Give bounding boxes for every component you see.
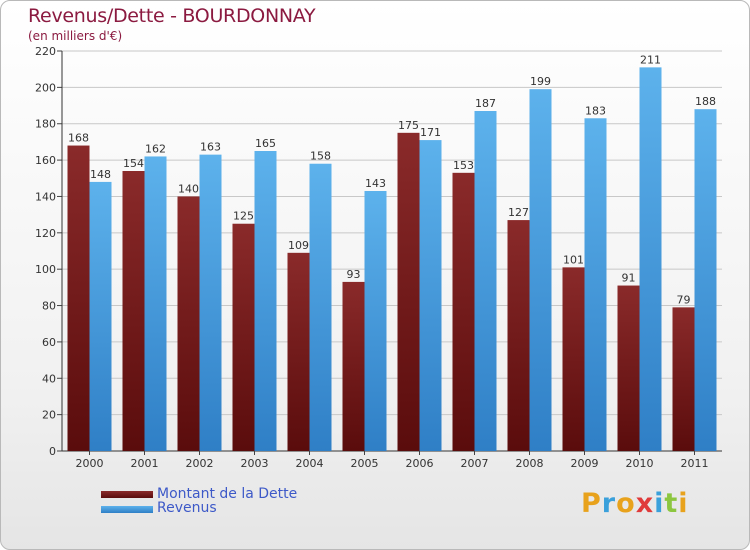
logo-letter: P xyxy=(581,488,602,519)
data-label-dette-2008: 127 xyxy=(508,206,529,219)
bar-dette-2006 xyxy=(397,132,420,451)
x-tick-label-2008: 2008 xyxy=(516,457,544,470)
bar-revenus-2002 xyxy=(199,154,222,452)
bar-revenus-2011 xyxy=(694,109,717,451)
data-label-revenus-2001: 162 xyxy=(145,142,166,155)
bar-dette-2005 xyxy=(342,281,365,451)
x-tick-label-2003: 2003 xyxy=(241,457,269,470)
bar-revenus-2000 xyxy=(89,181,112,451)
bar-dette-2001 xyxy=(122,171,145,451)
logo-letter: x xyxy=(635,488,655,519)
data-label-dette-2007: 153 xyxy=(453,159,474,172)
legend-swatch-dette xyxy=(101,491,153,498)
logo-letter: t xyxy=(664,488,679,519)
y-tick-label: 0 xyxy=(49,445,56,458)
data-label-dette-2010: 91 xyxy=(622,272,636,285)
data-label-revenus-2003: 165 xyxy=(255,137,276,150)
bar-dette-2002 xyxy=(177,196,200,451)
x-tick-label-2005: 2005 xyxy=(351,457,379,470)
legend-label-revenus: Revenus xyxy=(157,500,217,516)
bar-revenus-2004 xyxy=(309,163,332,451)
data-label-dette-2005: 93 xyxy=(347,268,361,281)
bar-dette-2003 xyxy=(232,223,255,451)
data-label-revenus-2007: 187 xyxy=(475,97,496,110)
data-label-dette-2000: 168 xyxy=(68,132,89,145)
data-label-dette-2006: 175 xyxy=(398,119,419,132)
data-label-dette-2003: 125 xyxy=(233,210,254,223)
y-tick-label: 80 xyxy=(42,300,56,313)
bar-dette-2008 xyxy=(507,220,530,451)
x-tick-label-2009: 2009 xyxy=(571,457,599,470)
x-tick-label-2010: 2010 xyxy=(626,457,654,470)
x-tick-label-2002: 2002 xyxy=(186,457,214,470)
chart-subtitle: (en milliers d'€) xyxy=(28,29,123,43)
logo-letter: i xyxy=(654,488,665,519)
y-tick-label: 120 xyxy=(35,227,56,240)
data-label-revenus-2005: 143 xyxy=(365,177,386,190)
data-label-dette-2004: 109 xyxy=(288,239,309,252)
data-label-revenus-2000: 148 xyxy=(90,168,111,181)
bar-dette-2011 xyxy=(672,307,695,451)
y-tick-label: 60 xyxy=(42,336,56,349)
bar-revenus-2003 xyxy=(254,151,277,451)
data-label-dette-2002: 140 xyxy=(178,182,199,195)
legend-swatch-revenus xyxy=(101,506,153,513)
data-label-revenus-2002: 163 xyxy=(200,141,221,154)
logo-letter: o xyxy=(616,488,636,519)
y-tick-label: 140 xyxy=(35,190,56,203)
bar-revenus-2009 xyxy=(584,118,607,451)
data-label-revenus-2004: 158 xyxy=(310,150,331,163)
bar-revenus-2008 xyxy=(529,89,552,451)
bar-dette-2010 xyxy=(617,285,640,451)
bar-dette-2004 xyxy=(287,252,310,451)
bar-revenus-2001 xyxy=(144,156,167,452)
x-tick-label-2000: 2000 xyxy=(76,457,104,470)
data-label-revenus-2006: 171 xyxy=(420,126,441,139)
data-label-dette-2011: 79 xyxy=(677,293,691,306)
x-tick-label-2004: 2004 xyxy=(296,457,324,470)
data-label-dette-2001: 154 xyxy=(123,157,144,170)
bar-revenus-2007 xyxy=(474,111,497,451)
data-label-revenus-2010: 211 xyxy=(640,53,661,66)
bar-dette-2007 xyxy=(452,172,475,451)
data-label-revenus-2008: 199 xyxy=(530,75,551,88)
chart-title: Revenus/Dette - BOURDONNAY xyxy=(28,5,316,27)
data-label-revenus-2009: 183 xyxy=(585,104,606,117)
bar-revenus-2006 xyxy=(419,140,442,451)
proxiti-logo: Proxiti xyxy=(581,488,689,519)
logo-letter: i xyxy=(678,488,689,519)
legend-label-dette: Montant de la Dette xyxy=(157,486,298,502)
y-tick-label: 180 xyxy=(35,118,56,131)
y-tick-label: 100 xyxy=(35,263,56,276)
data-label-revenus-2011: 188 xyxy=(695,95,716,108)
y-tick-label: 160 xyxy=(35,154,56,167)
y-tick-label: 200 xyxy=(35,81,56,94)
x-tick-label-2006: 2006 xyxy=(406,457,434,470)
x-tick-label-2007: 2007 xyxy=(461,457,489,470)
bar-dette-2009 xyxy=(562,267,585,451)
x-tick-label-2011: 2011 xyxy=(681,457,709,470)
y-tick-label: 20 xyxy=(42,409,56,422)
y-tick-label: 40 xyxy=(42,372,56,385)
bar-dette-2000 xyxy=(67,145,90,451)
y-tick-label: 220 xyxy=(35,45,56,58)
logo-letter: r xyxy=(601,488,617,519)
bar-revenus-2005 xyxy=(364,191,387,451)
bar-revenus-2010 xyxy=(639,67,662,451)
data-label-dette-2009: 101 xyxy=(563,253,584,266)
x-tick-label-2001: 2001 xyxy=(131,457,159,470)
